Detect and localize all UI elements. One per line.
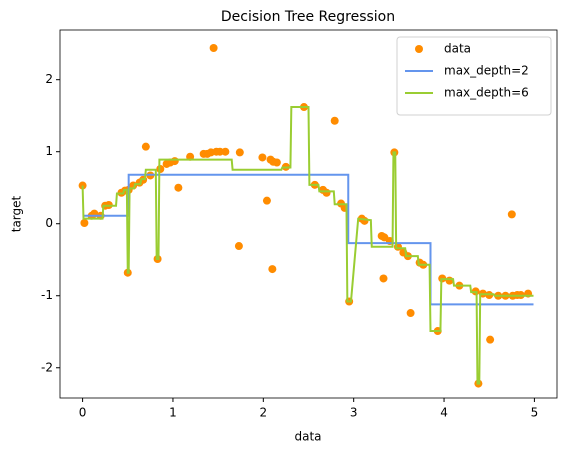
data-point bbox=[379, 274, 388, 283]
data-point bbox=[221, 147, 230, 156]
y-axis-label: target bbox=[10, 195, 24, 232]
axes-frame bbox=[59, 29, 558, 399]
chart-title: Decision Tree Regression bbox=[221, 9, 395, 25]
data-point bbox=[141, 142, 150, 151]
data-point bbox=[507, 210, 516, 219]
y-tick-label: -1 bbox=[41, 288, 53, 302]
x-tick-label: 4 bbox=[440, 406, 448, 420]
x-tick-label: 1 bbox=[169, 406, 177, 420]
legend-box bbox=[396, 36, 552, 116]
data-point bbox=[209, 44, 218, 53]
data-point bbox=[235, 148, 244, 157]
data-point bbox=[262, 196, 271, 205]
y-tick-label: -2 bbox=[41, 360, 53, 374]
data-point bbox=[322, 188, 331, 197]
y-tick-label: 1 bbox=[45, 144, 53, 158]
legend-label: max_depth=2 bbox=[444, 64, 529, 78]
x-tick-label: 5 bbox=[531, 406, 539, 420]
data-point bbox=[486, 335, 495, 344]
data-point bbox=[330, 116, 339, 125]
data-point bbox=[406, 309, 415, 318]
legend-label: max_depth=6 bbox=[444, 86, 529, 100]
data-point bbox=[258, 153, 267, 162]
data-point bbox=[174, 183, 183, 192]
line bbox=[81, 106, 534, 385]
x-tick-label: 3 bbox=[350, 406, 358, 420]
data-point bbox=[272, 158, 281, 167]
data-point bbox=[80, 219, 89, 228]
y-tick-label: 0 bbox=[45, 216, 53, 230]
y-tick-label: 2 bbox=[45, 72, 53, 86]
legend-label: data bbox=[444, 42, 471, 56]
plot-area bbox=[78, 44, 534, 388]
data-point bbox=[360, 216, 369, 225]
data-point bbox=[170, 157, 179, 166]
data-point bbox=[234, 242, 243, 251]
x-tick-label: 2 bbox=[259, 406, 267, 420]
data-point bbox=[268, 265, 277, 274]
data-point bbox=[445, 276, 454, 285]
x-tick-label: 0 bbox=[79, 406, 87, 420]
legend-marker bbox=[415, 45, 423, 53]
x-axis-label: data bbox=[294, 430, 321, 444]
